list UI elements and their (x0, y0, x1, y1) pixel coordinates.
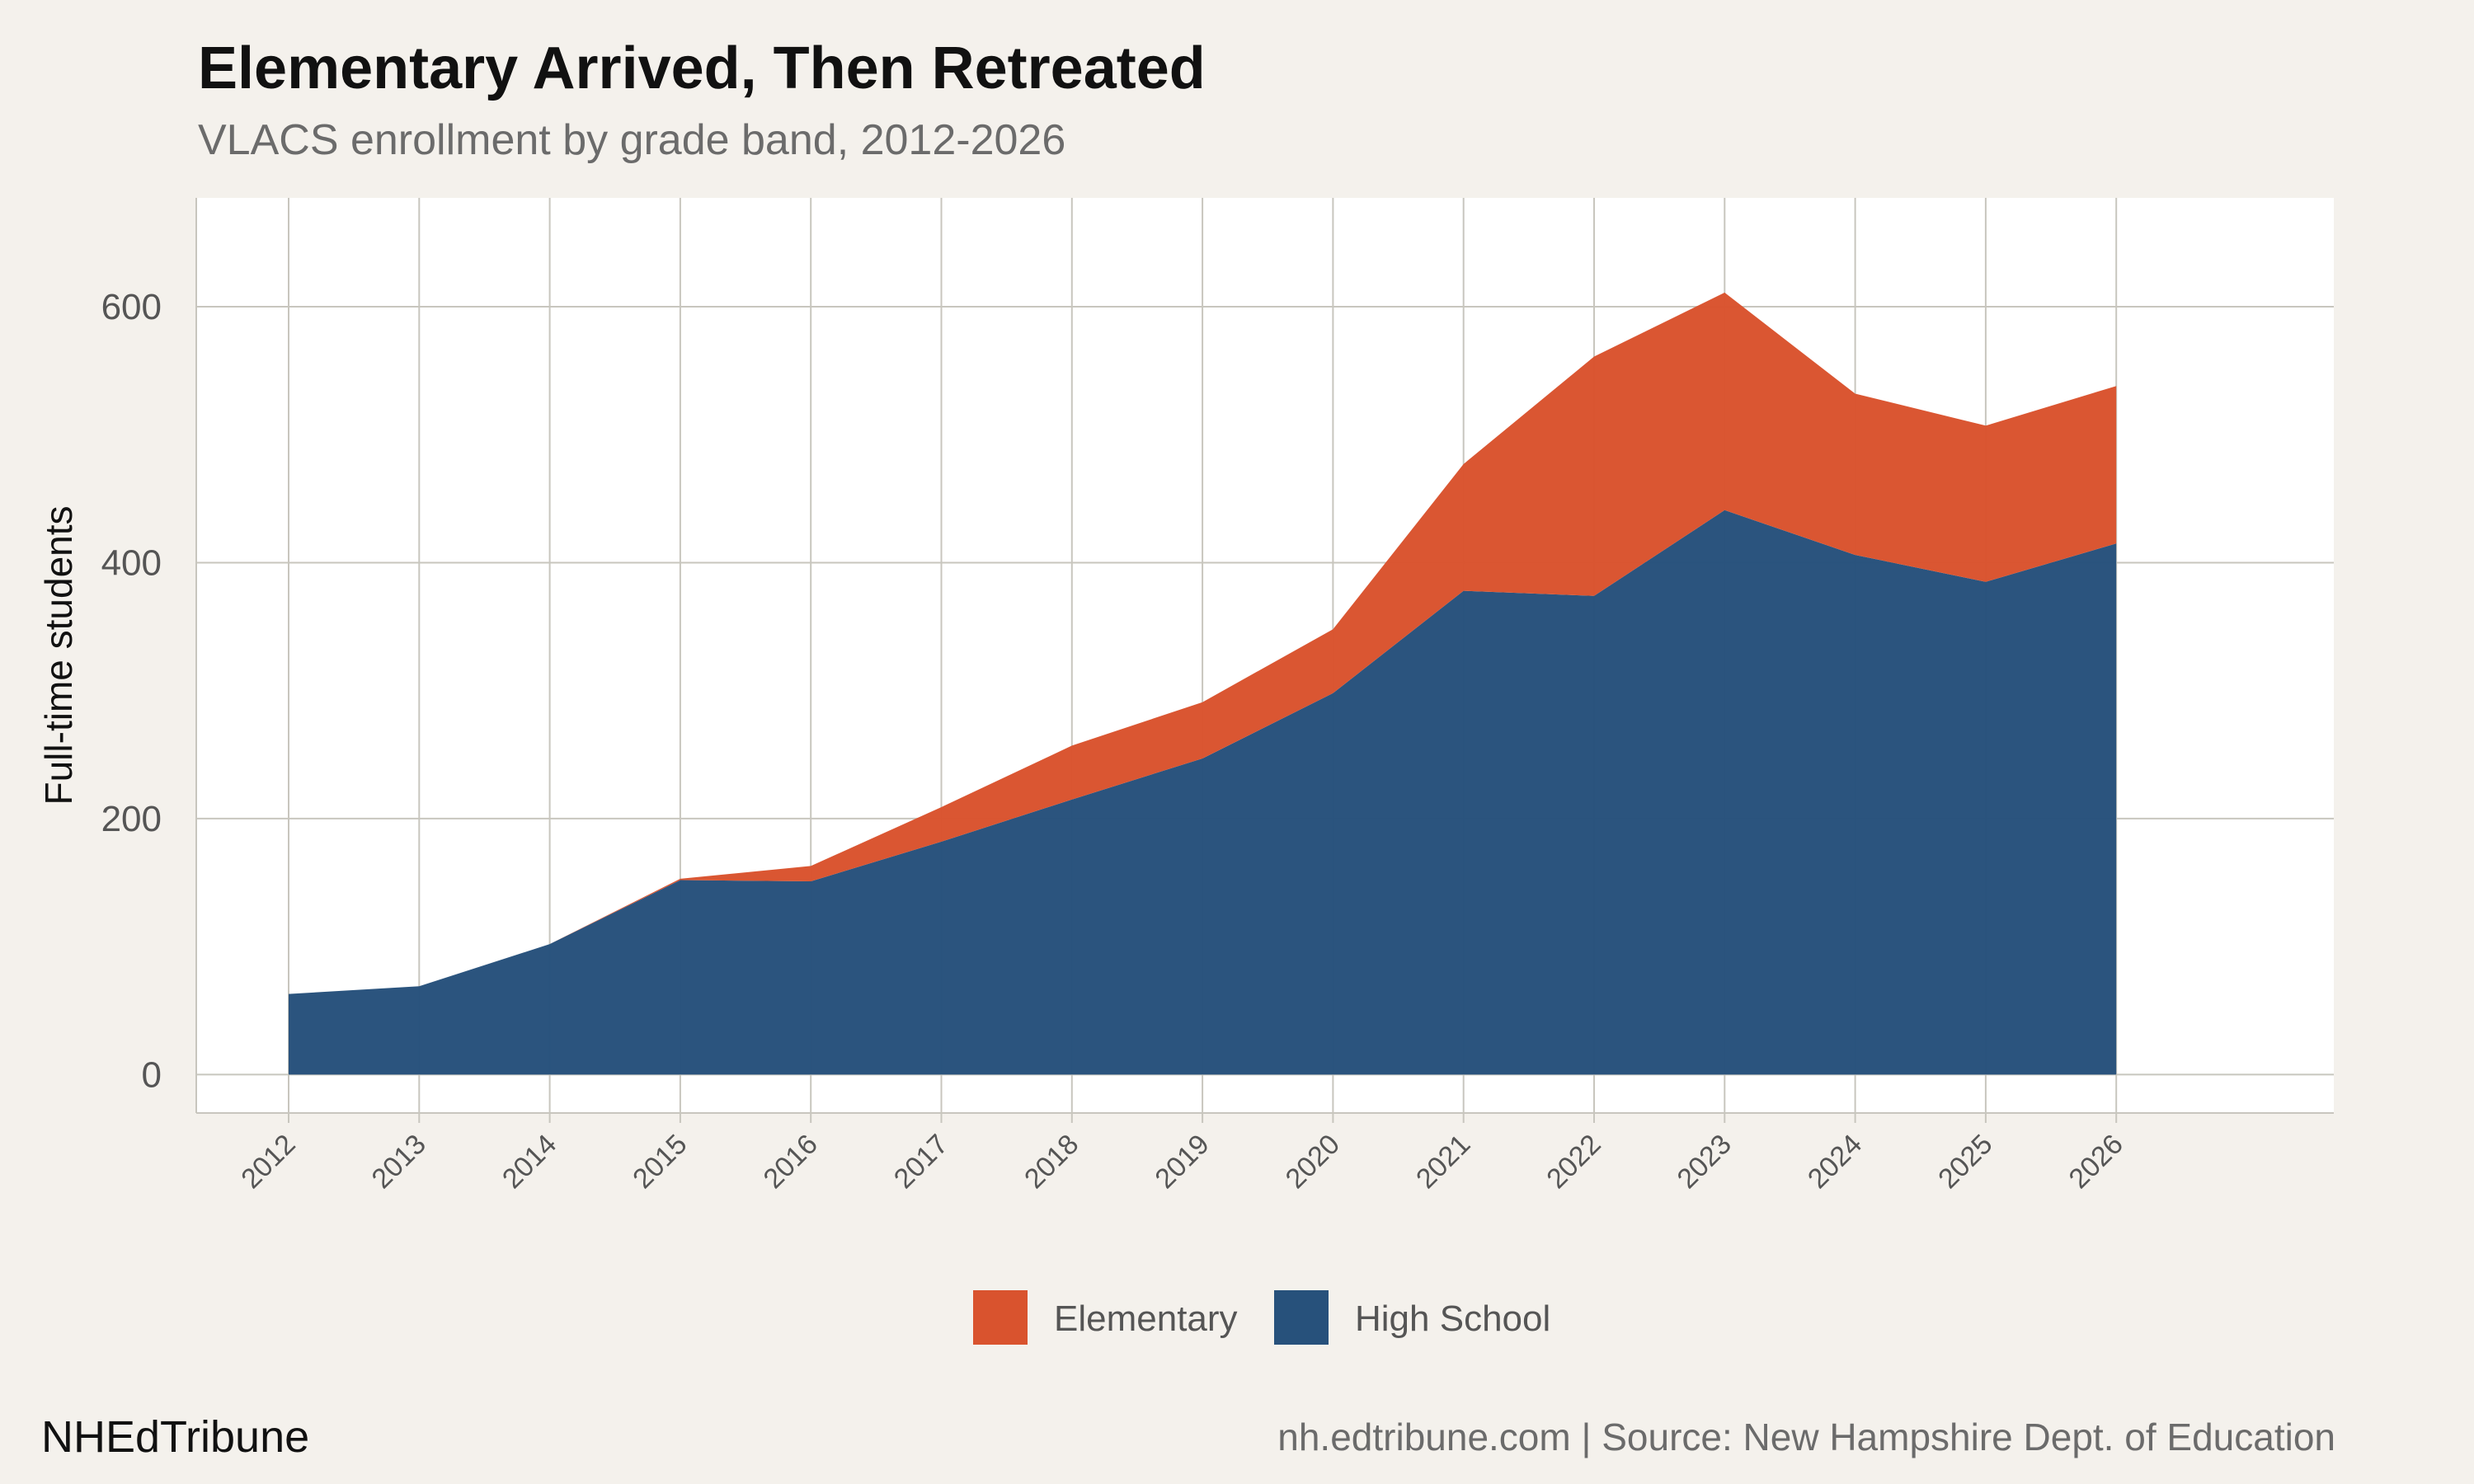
axes (195, 198, 2334, 1123)
legend-swatch-high-school (1274, 1290, 1329, 1345)
chart-subtitle: VLACS enrollment by grade band, 2012-202… (198, 116, 1066, 164)
x-tick-label-2019: 2019 (1149, 1129, 1215, 1195)
x-tick-label-2022: 2022 (1540, 1129, 1606, 1195)
legend-swatch-elementary (973, 1290, 1028, 1345)
brand-name: NHEdTribune (41, 1412, 310, 1462)
y-tick-label-0: 0 (142, 1054, 162, 1095)
y-tick-labels: 0 200 400 600 (101, 287, 162, 1095)
x-tick-label-2023: 2023 (1672, 1129, 1738, 1195)
x-tick-label-2024: 2024 (1802, 1129, 1868, 1195)
chart-title: Elementary Arrived, Then Retreated (198, 35, 1206, 101)
y-tick-label-200: 200 (101, 799, 162, 839)
y-axis-label: Full-time students (37, 505, 80, 805)
x-tick-label-2025: 2025 (1932, 1129, 1998, 1195)
legend-label-high-school: High School (1355, 1298, 1550, 1339)
area-layers (289, 292, 2117, 1075)
x-tick-label-2012: 2012 (235, 1129, 301, 1195)
source-note: nh.edtribune.com | Source: New Hampshire… (1277, 1416, 2335, 1458)
area-elementary (289, 292, 2117, 994)
x-tick-label-2026: 2026 (2063, 1129, 2129, 1195)
x-tick-label-2020: 2020 (1280, 1129, 1346, 1195)
x-tick-label-2021: 2021 (1410, 1129, 1476, 1195)
x-tick-label-2015: 2015 (627, 1129, 693, 1195)
x-tick-label-2013: 2013 (366, 1129, 432, 1195)
area-high-school (289, 510, 2117, 1075)
y-tick-label-400: 400 (101, 542, 162, 583)
x-tick-label-2016: 2016 (758, 1129, 824, 1195)
y-tick-label-600: 600 (101, 287, 162, 327)
legend-label-elementary: Elementary (1054, 1298, 1238, 1339)
x-tick-label-2014: 2014 (496, 1129, 562, 1195)
x-tick-labels: 2012 2013 2014 2015 2016 2017 2018 2019 2020 2021… (235, 1129, 2129, 1195)
legend: Elementary High School (973, 1290, 1550, 1345)
x-tick-label-2018: 2018 (1018, 1129, 1084, 1195)
x-tick-label-2017: 2017 (888, 1129, 954, 1195)
